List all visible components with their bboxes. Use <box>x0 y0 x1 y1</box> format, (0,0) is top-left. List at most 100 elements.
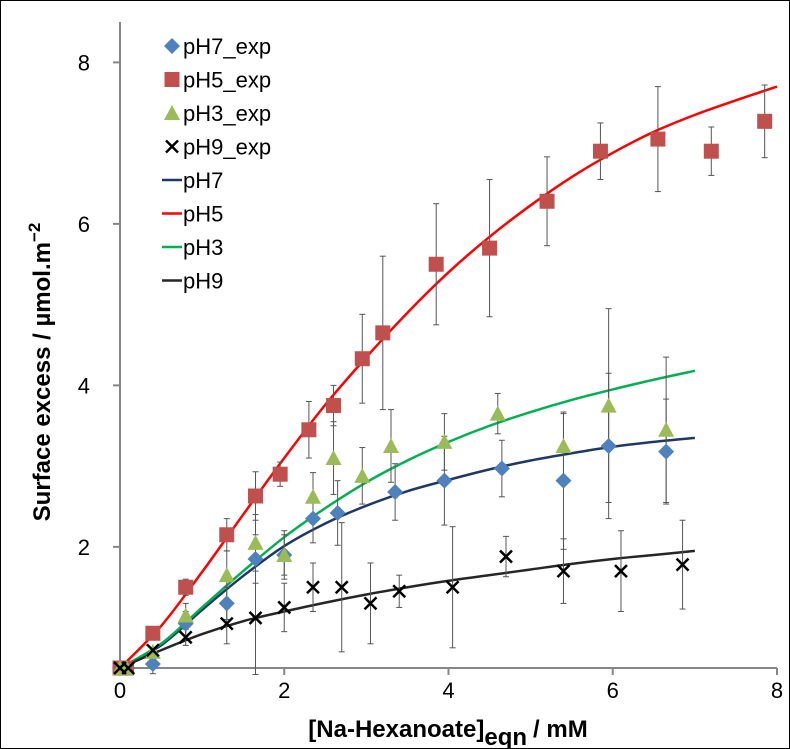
x-tick-label: 8 <box>771 678 783 703</box>
point-pH5_exp <box>219 527 235 543</box>
y-axis-title-main: Surface excess / µmol.m <box>29 242 56 521</box>
legend-marker <box>165 139 179 154</box>
plot-area: 0 2 4 6 8 2 4 6 8 <box>78 22 783 703</box>
legend-item-pH3: pH3 <box>162 235 223 260</box>
legend-label: pH3 <box>183 235 223 260</box>
point-pH3_exp <box>354 467 371 483</box>
legend-item-pH7: pH7 <box>162 168 223 193</box>
point-pH5_exp <box>428 256 444 272</box>
legend-label: pH3_exp <box>183 101 271 126</box>
x-axis-title-subscript: eqn <box>484 724 527 749</box>
legend-marker <box>164 38 180 54</box>
point-pH5_exp <box>326 398 342 414</box>
point-pH9_exp <box>178 630 193 645</box>
point-pH5_exp <box>482 240 498 256</box>
x-tick-label: 6 <box>607 678 619 703</box>
point-pH5_exp <box>301 422 317 438</box>
line-pH7 <box>119 436 695 670</box>
point-pH9_exp <box>392 584 407 599</box>
point-pH3_exp <box>247 534 264 550</box>
point-pH9_exp <box>556 564 571 578</box>
point-pH7_exp <box>600 437 617 454</box>
legend-item-pH5: pH5 <box>162 202 223 227</box>
point-pH7_exp <box>247 550 264 567</box>
point-pH5_exp <box>248 488 264 504</box>
y-tick-label: 4 <box>78 373 90 398</box>
legend-label: pH5 <box>183 202 223 227</box>
legend-label: pH5_exp <box>183 68 271 93</box>
point-pH9_exp <box>121 661 136 675</box>
point-pH3_exp <box>218 567 235 583</box>
point-pH3_exp <box>304 488 321 504</box>
x-axis-title-main: [Na-Hexanoate] <box>308 716 484 743</box>
point-pH7_exp <box>387 483 404 500</box>
point-pH5_exp <box>539 193 555 209</box>
point-pH7_exp <box>555 472 572 489</box>
point-pH7_exp <box>436 472 453 489</box>
point-pH7_exp <box>218 595 235 612</box>
point-pH5_exp <box>272 466 288 482</box>
point-pH3_exp <box>600 397 617 413</box>
point-pH9_exp <box>334 580 349 595</box>
legend-label: pH7_exp <box>183 34 271 59</box>
point-pH9_exp <box>277 600 292 615</box>
point-pH9_exp <box>306 580 320 595</box>
legend: pH7_exp pH5_exp pH3_exp pH9_exp pH7 pH5 pH3 pH9 <box>162 34 271 294</box>
point-pH5_exp <box>757 113 773 129</box>
point-pH5_exp <box>650 131 666 147</box>
y-axis-title: Surface excess / µmol.m−2 <box>25 223 56 522</box>
point-pH7_exp <box>329 504 346 521</box>
legend-marker <box>164 72 180 87</box>
point-pH5_exp <box>354 351 370 367</box>
point-pH5_exp <box>375 325 391 341</box>
point-pH3_exp <box>658 421 675 437</box>
point-pH3_exp <box>436 433 453 449</box>
point-pH9_exp <box>614 564 628 578</box>
point-pH9_exp <box>499 549 513 564</box>
legend-item-pH9: pH9 <box>162 269 223 294</box>
point-pH5_exp <box>145 625 161 641</box>
point-pH7_exp <box>304 510 321 527</box>
legend-item-pH3_exp: pH3_exp <box>164 101 271 126</box>
point-pH3_exp <box>325 450 342 466</box>
x-axis-title-unit: / mM <box>533 716 588 743</box>
point-pH5_exp <box>592 143 608 159</box>
line-pH3 <box>119 369 696 670</box>
data-markers <box>112 113 773 676</box>
legend-item-pH7_exp: pH7_exp <box>164 34 271 59</box>
point-pH9_exp <box>675 557 690 572</box>
point-pH9_exp <box>145 643 160 658</box>
point-pH7_exp <box>493 460 510 477</box>
x-tick-label: 2 <box>278 678 290 703</box>
point-pH3_exp <box>555 437 572 453</box>
point-pH9_exp <box>248 611 263 625</box>
point-pH3_exp <box>276 546 293 562</box>
point-pH5_exp <box>178 579 194 595</box>
legend-label: pH7 <box>183 168 223 193</box>
point-pH9_exp <box>219 616 234 631</box>
point-pH3_exp <box>177 607 194 623</box>
legend-label: pH9 <box>183 269 223 294</box>
point-pH7_exp <box>144 655 161 672</box>
y-tick-label: 8 <box>78 50 90 75</box>
point-pH9_exp <box>445 580 460 595</box>
axis-ticks: 0 2 4 6 8 2 4 6 8 <box>78 50 783 703</box>
y-tick-label: 6 <box>78 212 90 237</box>
legend-item-pH9_exp: pH9_exp <box>165 135 271 160</box>
point-pH9_exp <box>363 596 378 611</box>
x-axis-title: [Na-Hexanoate]eqn / mM <box>308 716 587 749</box>
legend-marker <box>164 105 180 120</box>
point-pH3_exp <box>383 437 400 453</box>
line-pH9 <box>119 549 695 670</box>
y-axis-title-exponent: −2 <box>25 223 44 242</box>
x-tick-label: 0 <box>114 678 126 703</box>
point-pH7_exp <box>658 443 675 460</box>
error-bars <box>149 84 768 675</box>
x-tick-label: 4 <box>442 678 454 703</box>
point-pH3_exp <box>489 405 506 421</box>
legend-item-pH5_exp: pH5_exp <box>164 68 271 93</box>
legend-label: pH9_exp <box>183 135 271 160</box>
y-tick-label: 2 <box>78 535 90 560</box>
point-pH5_exp <box>703 143 719 159</box>
